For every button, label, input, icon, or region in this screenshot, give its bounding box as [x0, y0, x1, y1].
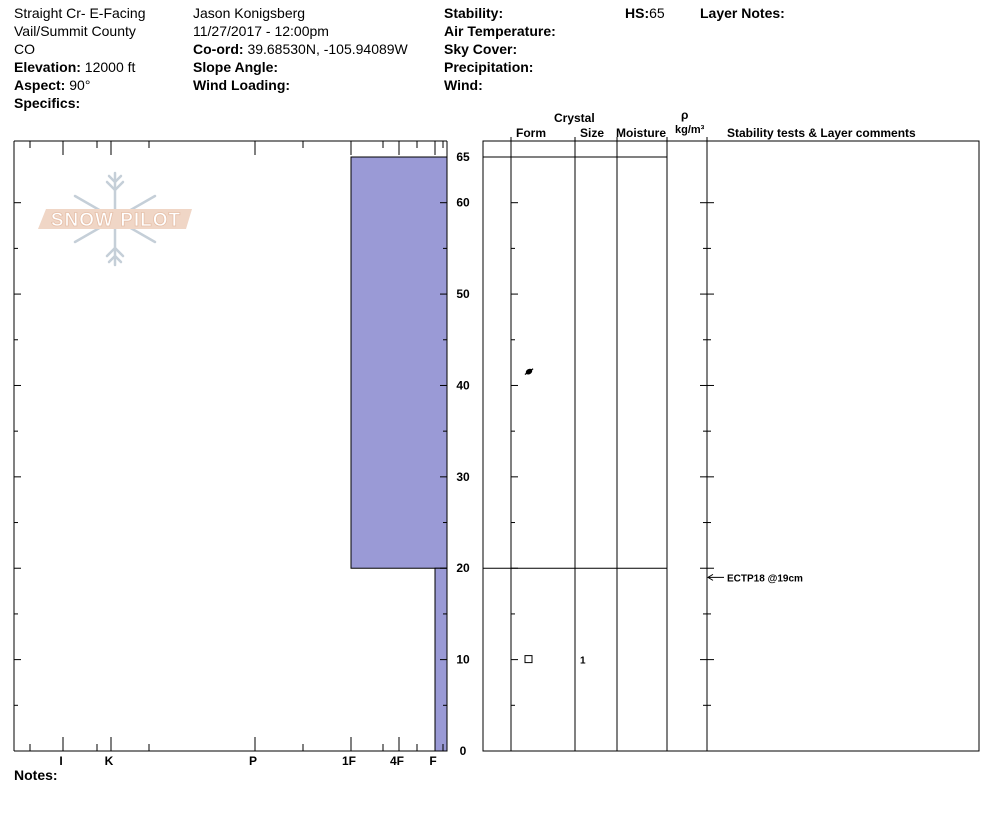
- elevation-label: Elevation:: [14, 59, 81, 75]
- hardness-plot: I K P 1F 4F F 0 10 20 30 40 50 60 65: [13, 140, 470, 768]
- density-unit: kg/m³: [675, 124, 705, 136]
- location-line-2: Vail/Summit County: [14, 23, 136, 39]
- notes-label: Notes:: [14, 767, 58, 783]
- precip-icon-stem: [524, 368, 534, 375]
- hardness-bar-0: [350, 156, 448, 569]
- coordinates: Co-ord: 39.68530N, -105.94089W: [193, 40, 408, 58]
- hardness-label-K: K: [105, 754, 114, 768]
- location-line-3: CO: [14, 41, 35, 57]
- observer: Jason Konigsberg: [193, 5, 306, 21]
- depth-label-50: 50: [456, 287, 470, 301]
- hardness-label-F: F: [429, 754, 436, 768]
- aspect-label: Aspect:: [14, 77, 66, 93]
- stability-arrow-head-0: [707, 573, 714, 581]
- crystal-heading: Crystal: [554, 111, 595, 125]
- layer-table: 1 ECTP18 @19cm: [482, 137, 980, 752]
- crystal-size-1: 1: [580, 656, 586, 667]
- table-frame: [482, 140, 980, 752]
- depth-label-65: 65: [456, 150, 470, 164]
- hardness-label-1F: 1F: [342, 754, 356, 768]
- stability-label: Stability:: [444, 5, 504, 21]
- air-temperature-label: Air Temperature:: [444, 23, 556, 39]
- hardness-label-4F: 4F: [390, 754, 404, 768]
- snowpilot-logo: SNOW PILOT: [38, 171, 192, 267]
- stability-test-label-0: ECTP18 @19cm: [727, 573, 803, 584]
- specifics-label: Specifics:: [14, 95, 81, 111]
- depth-label-40: 40: [456, 378, 470, 392]
- hardness-label-I: I: [59, 754, 62, 768]
- depth-label-0: 0: [460, 744, 467, 758]
- form-heading: Form: [516, 126, 546, 140]
- aspect: Aspect: 90°: [14, 76, 90, 94]
- slope-angle-label: Slope Angle:: [193, 59, 279, 75]
- precipitation-particle-icon: [524, 368, 534, 375]
- stability-tests-heading: Stability tests & Layer comments: [727, 126, 916, 140]
- location-line-1: Straight Cr- E-Facing: [14, 5, 146, 21]
- elevation-value: 12000 ft: [84, 59, 136, 75]
- hs-label: HS:: [625, 5, 650, 21]
- depth-label-60: 60: [456, 196, 470, 210]
- depth-label-20: 20: [456, 561, 470, 575]
- logo-banner: [38, 209, 192, 229]
- density-symbol: ρ: [681, 108, 689, 122]
- hs: HS:65: [625, 4, 665, 22]
- coord-value: 39.68530N, -105.94089W: [247, 41, 408, 57]
- datetime: 11/27/2017 - 12:00pm: [193, 23, 329, 39]
- wind-loading-label: Wind Loading:: [193, 77, 291, 93]
- precipitation-label: Precipitation:: [444, 59, 534, 75]
- coord-label: Co-ord:: [193, 41, 244, 57]
- elevation: Elevation: 12000 ft: [14, 58, 135, 76]
- moisture-heading: Moisture: [616, 126, 667, 140]
- hs-value: 65: [649, 5, 665, 21]
- hardness-label-P: P: [249, 754, 257, 768]
- aspect-value: 90°: [69, 77, 91, 93]
- faceted-crystal-icon: [524, 655, 533, 664]
- layer-notes-label: Layer Notes:: [700, 5, 785, 21]
- depth-label-10: 10: [456, 653, 470, 667]
- size-heading: Size: [580, 126, 605, 140]
- sky-cover-label: Sky Cover:: [444, 41, 518, 57]
- depth-label-30: 30: [456, 470, 470, 484]
- logo-text: SNOW PILOT: [51, 210, 181, 231]
- wind-label: Wind:: [444, 77, 483, 93]
